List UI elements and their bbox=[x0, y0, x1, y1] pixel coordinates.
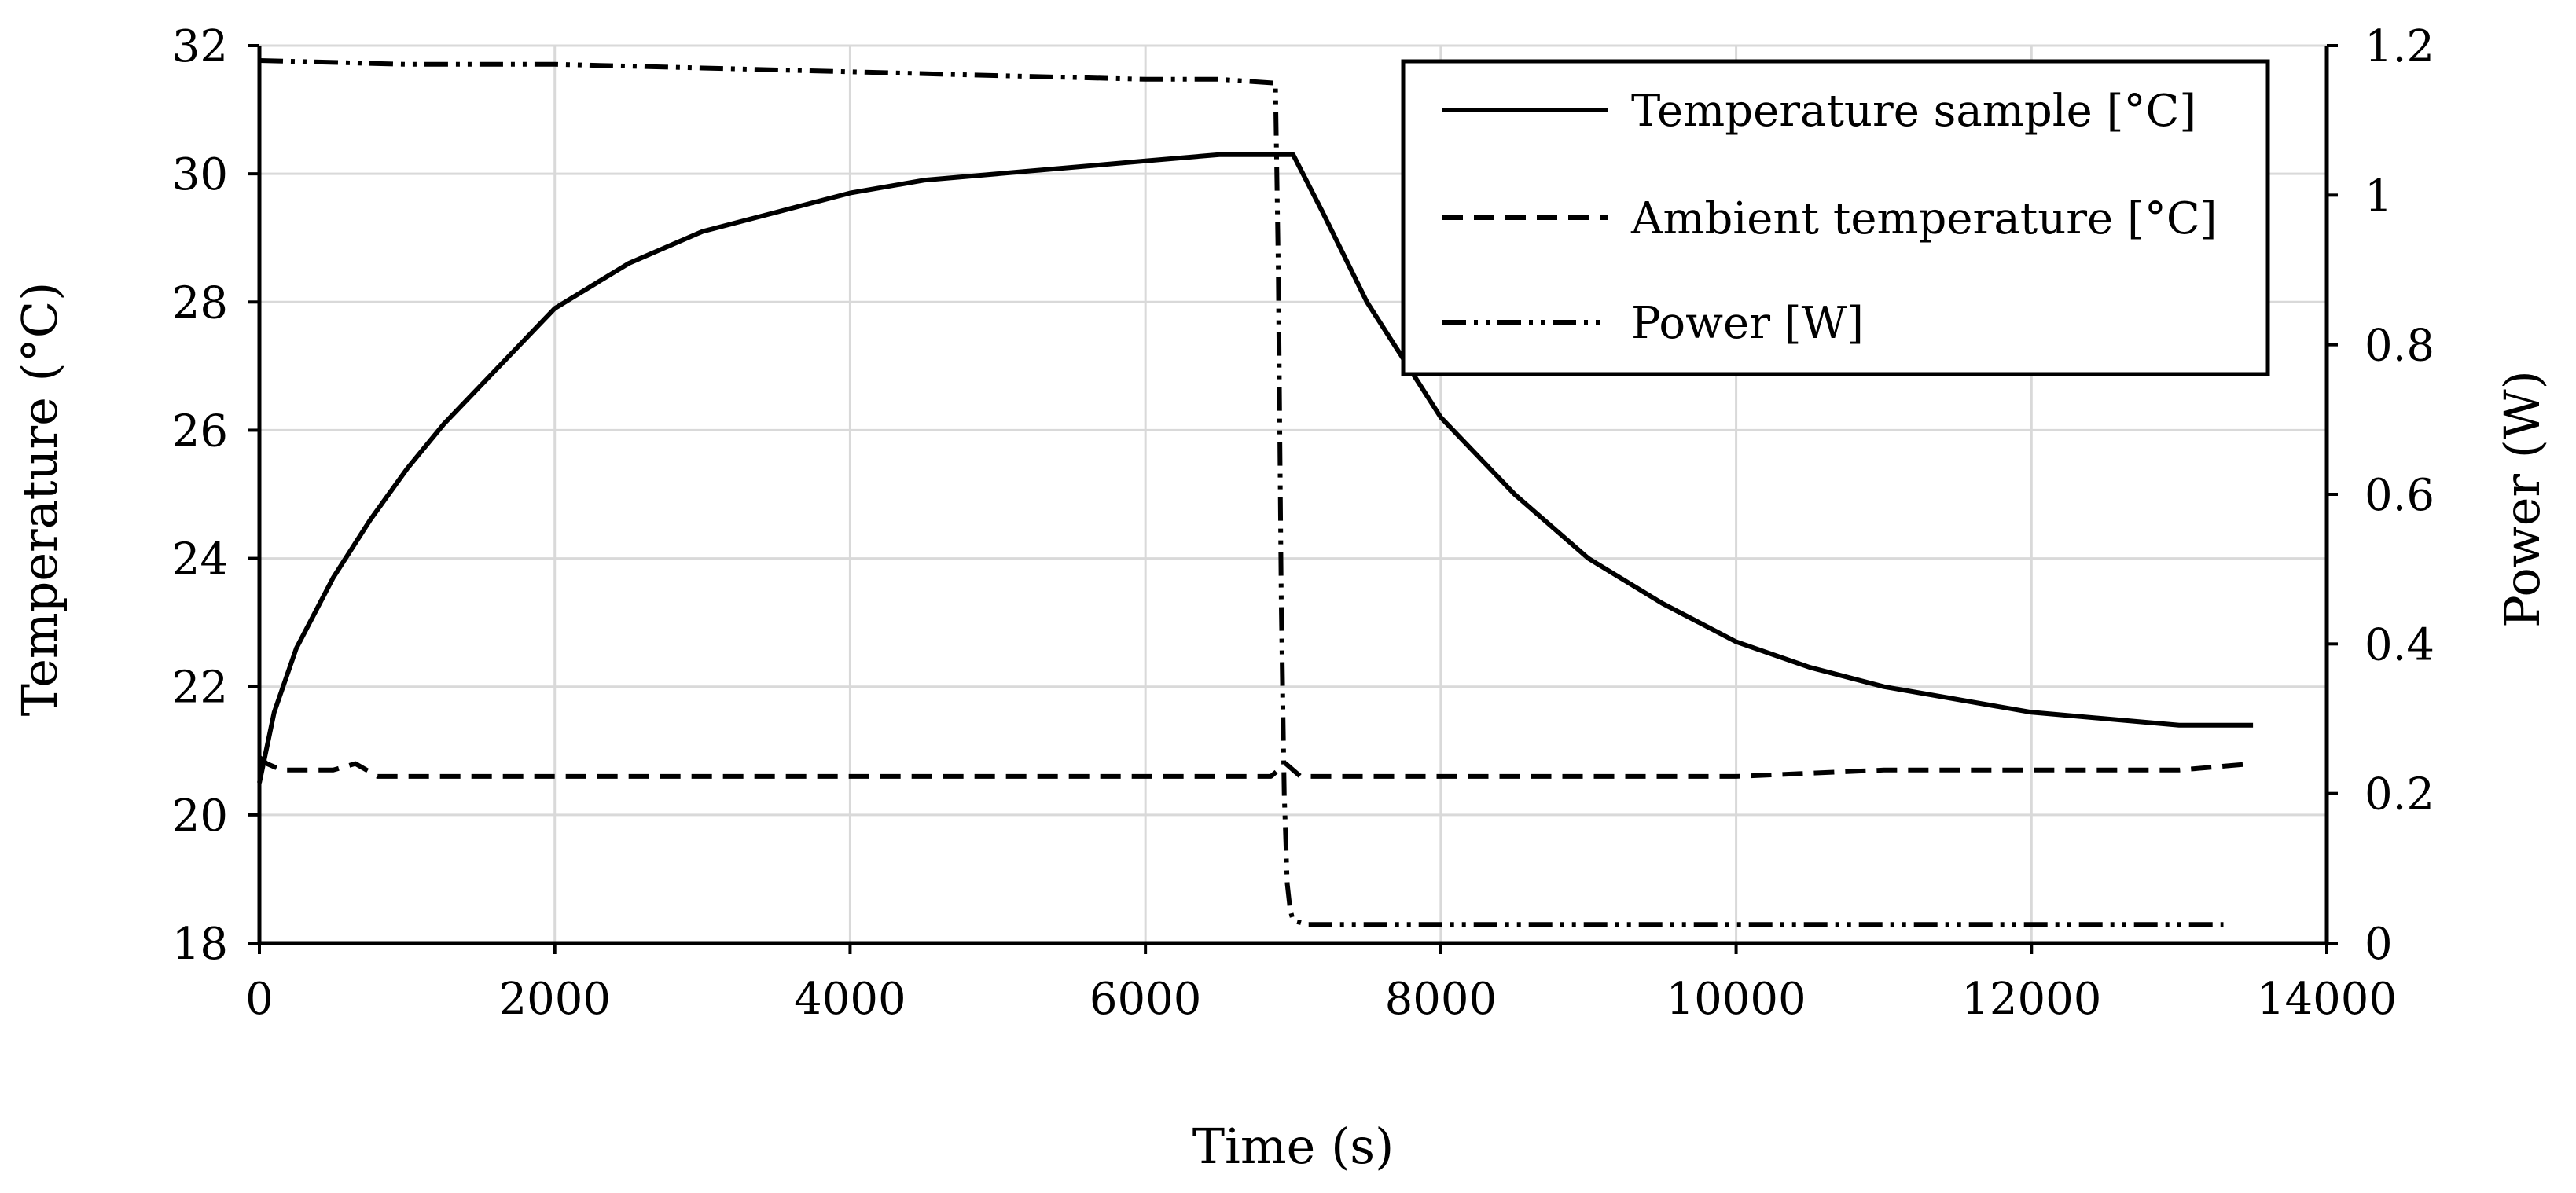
tick-labels: 0 2000 4000 6000 8000 10000 12000 14000 18 20 22 24… bbox=[172, 21, 2435, 1025]
legend: Temperature sample [°C] Ambient temperat… bbox=[1401, 59, 2270, 376]
x-tick-label: 0 bbox=[245, 974, 274, 1025]
y2-tick-label: 1.2 bbox=[2365, 21, 2435, 72]
legend-label-temperature-sample: Temperature sample [°C] bbox=[1631, 86, 2196, 137]
y-tick-label: 26 bbox=[172, 406, 228, 457]
x-tick-label: 12000 bbox=[1961, 974, 2101, 1025]
x-tick-label: 4000 bbox=[794, 974, 906, 1025]
y-tick-label: 18 bbox=[172, 919, 228, 970]
y-tick-label: 28 bbox=[172, 277, 228, 329]
y2-tick-label: 0.8 bbox=[2365, 321, 2435, 372]
series-temperature-sample bbox=[257, 152, 2254, 784]
y2-tick-label: 1 bbox=[2365, 171, 2393, 222]
axes bbox=[248, 44, 2338, 954]
legend-label-power: Power [W] bbox=[1631, 298, 1864, 349]
y2-tick-label: 0.2 bbox=[2365, 769, 2435, 820]
y2-tick-label: 0 bbox=[2365, 919, 2393, 970]
y-tick-label: 20 bbox=[172, 791, 228, 842]
x-tick-label: 8000 bbox=[1385, 974, 1497, 1025]
x-tick-label: 14000 bbox=[2257, 974, 2397, 1025]
y2-tick-label: 0.6 bbox=[2365, 470, 2435, 521]
series-lines bbox=[257, 58, 2254, 927]
y2-axis-title: Power (W) bbox=[2493, 370, 2551, 628]
x-tick-label: 10000 bbox=[1666, 974, 1806, 1025]
series-ambient-temperature bbox=[258, 755, 2254, 779]
legend-label-ambient-temperature: Ambient temperature [°C] bbox=[1630, 193, 2218, 244]
y-tick-label: 32 bbox=[172, 21, 228, 72]
series-power bbox=[259, 58, 2224, 927]
y-tick-label: 22 bbox=[172, 663, 228, 714]
x-tick-label: 6000 bbox=[1090, 974, 1202, 1025]
x-tick-label: 2000 bbox=[498, 974, 611, 1025]
x-axis-title: Time (s) bbox=[1192, 1118, 1395, 1175]
y-tick-label: 30 bbox=[172, 149, 228, 200]
y-axis-title: Temperature (°C) bbox=[11, 282, 68, 717]
y-tick-label: 24 bbox=[172, 534, 228, 585]
y2-tick-label: 0.4 bbox=[2365, 619, 2435, 670]
